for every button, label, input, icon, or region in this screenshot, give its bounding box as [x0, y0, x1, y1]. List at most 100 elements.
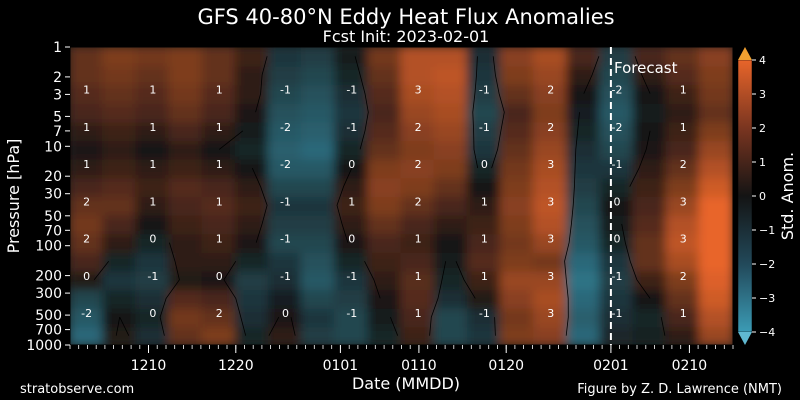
zero-contour: [159, 242, 180, 336]
contour-label: 0: [149, 307, 156, 320]
heatmap-cell: [433, 176, 469, 197]
contour-label: 1: [83, 158, 90, 171]
contour-label: -1: [479, 84, 490, 97]
heatmap-cell: [201, 213, 237, 235]
heatmap-cell: [334, 64, 370, 86]
heatmap-cell: [267, 83, 303, 104]
contour-label: 2: [83, 195, 90, 208]
zero-contour: [218, 130, 244, 150]
heatmap-cell: [70, 232, 105, 253]
heatmap-cell: [400, 83, 436, 104]
colorbar-tick-label: −3: [759, 292, 775, 305]
x-tick-label: 0201: [593, 358, 629, 374]
heatmap-cell: [168, 64, 204, 86]
heatmap-cell: [466, 176, 502, 197]
heatmap-cell: [433, 213, 469, 235]
colorbar-min-arrow: [738, 332, 752, 345]
heatmap-cell: [70, 83, 105, 104]
heatmap-cell: [367, 269, 403, 291]
heatmap-cell: [70, 101, 105, 123]
contour-label: 1: [415, 233, 422, 246]
heatmap-cell: [400, 250, 436, 272]
contour-label: 3: [547, 270, 554, 283]
heatmap-cell: [334, 176, 370, 197]
contour-label: 1: [680, 84, 687, 97]
heatmap-cell: [70, 325, 105, 345]
contour-label: -1: [280, 84, 291, 97]
heatmap-cell: [566, 195, 602, 216]
colorbar-tick-label: −2: [759, 258, 775, 271]
contour-label: -1: [479, 307, 490, 320]
heatmap-cell: [367, 64, 403, 86]
zero-contour: [364, 261, 381, 299]
heatmap-cell: [566, 120, 602, 142]
zero-contour: [629, 130, 651, 187]
heatmap-cell: [566, 101, 602, 123]
heatmap-cell: [201, 64, 237, 86]
zero-contour: [251, 167, 268, 243]
heatmap-cell: [70, 157, 105, 179]
heatmap-cell: [698, 157, 733, 179]
heatmap-cell: [632, 157, 668, 179]
contour-label: 1: [149, 195, 156, 208]
heatmap-cell: [135, 83, 171, 104]
heatmap-cell: [665, 288, 701, 309]
heatmap-cell: [533, 157, 569, 179]
heatmap-cell: [135, 269, 171, 291]
heatmap-cell: [234, 269, 270, 291]
heatmap-cell: [234, 325, 270, 345]
heatmap-cell: [466, 120, 502, 142]
heatmap-cell: [665, 213, 701, 235]
heatmap-cell: [599, 176, 635, 197]
heatmap-cell: [201, 139, 237, 160]
contour-label: 1: [83, 84, 90, 97]
heatmap-cell: [234, 64, 270, 86]
zero-contour: [494, 317, 496, 336]
heatmap-cell: [400, 269, 436, 291]
heatmap-cell: [665, 306, 701, 328]
heatmap-cell: [499, 176, 535, 197]
heatmap-cell: [301, 232, 337, 253]
contour-label: 0: [83, 270, 90, 283]
heatmap-cell: [698, 101, 733, 123]
contour-label: -2: [81, 307, 92, 320]
contour-label: 2: [680, 158, 687, 171]
heatmap-cell: [433, 83, 469, 104]
heatmap-cell: [334, 306, 370, 328]
heatmap-cell: [102, 176, 138, 197]
zero-contour: [119, 316, 130, 336]
heatmap-cell: [599, 64, 635, 86]
heatmap-cell: [499, 269, 535, 291]
heatmap-cell: [102, 269, 138, 291]
heatmap-cell: [499, 139, 535, 160]
contour-label: 2: [547, 121, 554, 134]
y-tick-label: 1000: [26, 338, 62, 354]
heatmap-cell: [234, 213, 270, 235]
heatmap-cell: [533, 83, 569, 104]
heatmap-cell: [367, 213, 403, 235]
heatmap-cell: [70, 288, 105, 309]
heatmap-cell: [267, 101, 303, 123]
contour-label: 1: [216, 158, 223, 171]
heatmap-cell: [168, 250, 204, 272]
plot-area: -2 0 2 0 -1 1 -1 3 -1 1 0 -1 0 -1 -1 1 1 3 -1 2 2 0 1 -1 0 1 1 3 0 3 2…: [70, 47, 733, 345]
heatmap-cell: [400, 306, 436, 328]
heatmap-cell: [201, 195, 237, 216]
colorbar-tick-label: 3: [759, 88, 766, 101]
heatmap-cell: [533, 120, 569, 142]
contour-label: 1: [149, 158, 156, 171]
contour-label: 1: [149, 84, 156, 97]
heatmap-cell: [433, 64, 469, 86]
heatmap-cell: [135, 325, 171, 345]
heatmap-cell: [135, 195, 171, 216]
heatmap-cell: [234, 101, 270, 123]
heatmap-cell: [632, 176, 668, 197]
contour-label: -2: [612, 121, 623, 134]
heatmap-cell: [499, 157, 535, 179]
heatmap-cell: [168, 288, 204, 309]
heatmap-cell: [334, 213, 370, 235]
heatmap-cell: [334, 232, 370, 253]
heatmap-cell: [301, 269, 337, 291]
heatmap-cell: [168, 176, 204, 197]
